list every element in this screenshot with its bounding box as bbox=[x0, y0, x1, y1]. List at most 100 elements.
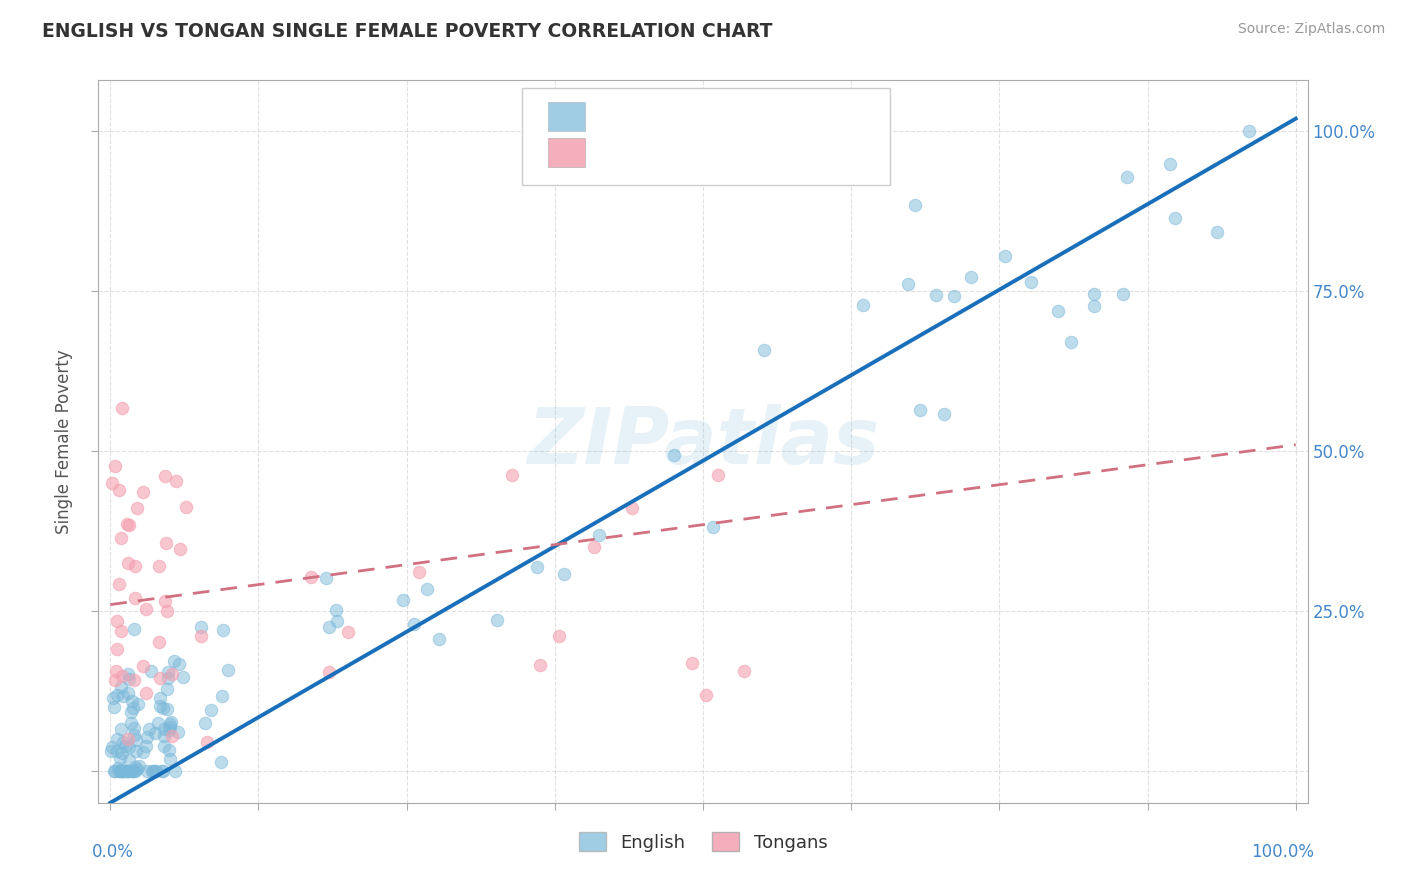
FancyBboxPatch shape bbox=[548, 138, 585, 167]
Text: 0.098: 0.098 bbox=[661, 144, 710, 161]
English bbox=[754, 343, 776, 357]
English bbox=[145, 764, 167, 778]
English bbox=[132, 745, 155, 759]
English bbox=[149, 690, 172, 705]
English bbox=[1083, 299, 1105, 313]
English bbox=[103, 764, 125, 778]
Tongans bbox=[110, 531, 132, 545]
English bbox=[159, 717, 181, 731]
Text: 100.0%: 100.0% bbox=[1250, 843, 1313, 861]
Text: 0.0%: 0.0% bbox=[93, 843, 134, 861]
English bbox=[118, 739, 141, 754]
Tongans bbox=[111, 669, 134, 683]
English bbox=[402, 617, 425, 632]
Tongans bbox=[108, 576, 131, 591]
Text: R =: R = bbox=[600, 107, 640, 126]
English bbox=[897, 277, 920, 291]
English bbox=[111, 764, 134, 778]
English bbox=[114, 739, 136, 753]
English bbox=[157, 742, 180, 756]
Tongans bbox=[165, 474, 187, 488]
English bbox=[167, 725, 190, 739]
English bbox=[103, 700, 125, 714]
Text: R =: R = bbox=[600, 144, 640, 161]
English bbox=[1112, 287, 1135, 301]
Tongans bbox=[117, 556, 139, 570]
Tongans bbox=[111, 401, 134, 416]
English bbox=[111, 764, 134, 778]
Tongans bbox=[105, 614, 128, 628]
English bbox=[115, 764, 138, 778]
Tongans bbox=[118, 518, 141, 533]
English bbox=[105, 688, 128, 702]
Tongans bbox=[529, 657, 551, 672]
English bbox=[107, 761, 129, 775]
Y-axis label: Single Female Poverty: Single Female Poverty bbox=[55, 350, 73, 533]
English bbox=[315, 571, 337, 585]
English bbox=[959, 270, 981, 285]
English bbox=[172, 669, 194, 683]
Tongans bbox=[104, 673, 127, 688]
English bbox=[325, 602, 347, 616]
English bbox=[148, 715, 170, 730]
English bbox=[122, 727, 145, 741]
English bbox=[100, 744, 122, 758]
English bbox=[1159, 157, 1181, 171]
English bbox=[925, 287, 948, 301]
English bbox=[115, 764, 138, 778]
English bbox=[326, 614, 349, 628]
English bbox=[122, 701, 145, 715]
English bbox=[125, 762, 148, 776]
Tongans bbox=[104, 665, 127, 679]
English bbox=[135, 764, 157, 778]
English bbox=[908, 402, 931, 417]
Text: Source: ZipAtlas.com: Source: ZipAtlas.com bbox=[1237, 22, 1385, 37]
Tongans bbox=[160, 667, 183, 681]
Text: N =: N = bbox=[734, 107, 773, 126]
English bbox=[105, 731, 128, 746]
English bbox=[994, 249, 1017, 263]
Tongans bbox=[149, 671, 172, 685]
English bbox=[588, 528, 610, 542]
English bbox=[110, 680, 132, 694]
English bbox=[110, 751, 132, 765]
English bbox=[157, 665, 180, 680]
English bbox=[111, 734, 134, 748]
English bbox=[150, 764, 173, 778]
English bbox=[211, 624, 233, 638]
English bbox=[118, 753, 141, 767]
English bbox=[128, 759, 150, 773]
Tongans bbox=[169, 541, 191, 556]
English bbox=[1060, 334, 1083, 349]
English bbox=[152, 764, 174, 778]
English bbox=[138, 723, 160, 737]
English bbox=[664, 449, 686, 463]
English bbox=[159, 720, 181, 734]
English bbox=[141, 764, 163, 778]
Legend: English, Tongans: English, Tongans bbox=[571, 825, 835, 859]
English bbox=[153, 722, 176, 736]
English bbox=[100, 740, 122, 755]
Tongans bbox=[108, 483, 131, 497]
English bbox=[117, 667, 139, 681]
Tongans bbox=[107, 642, 129, 657]
Tongans bbox=[408, 565, 430, 579]
Tongans bbox=[155, 536, 177, 550]
Text: N =: N = bbox=[734, 144, 773, 161]
English bbox=[110, 764, 132, 778]
English bbox=[163, 654, 186, 668]
English bbox=[526, 560, 548, 574]
English bbox=[190, 620, 212, 634]
Tongans bbox=[299, 570, 322, 584]
Tongans bbox=[620, 501, 643, 516]
English bbox=[1019, 276, 1042, 290]
Tongans bbox=[681, 656, 703, 670]
Text: 126: 126 bbox=[793, 107, 824, 126]
Tongans bbox=[124, 558, 146, 573]
English bbox=[194, 715, 217, 730]
English bbox=[1237, 124, 1260, 138]
English bbox=[159, 752, 181, 766]
Tongans bbox=[583, 540, 606, 554]
Tongans bbox=[124, 591, 146, 605]
English bbox=[117, 686, 139, 700]
